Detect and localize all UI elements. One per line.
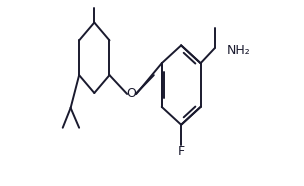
Text: O: O bbox=[126, 87, 136, 100]
Text: F: F bbox=[178, 145, 185, 158]
Text: NH₂: NH₂ bbox=[227, 44, 250, 57]
